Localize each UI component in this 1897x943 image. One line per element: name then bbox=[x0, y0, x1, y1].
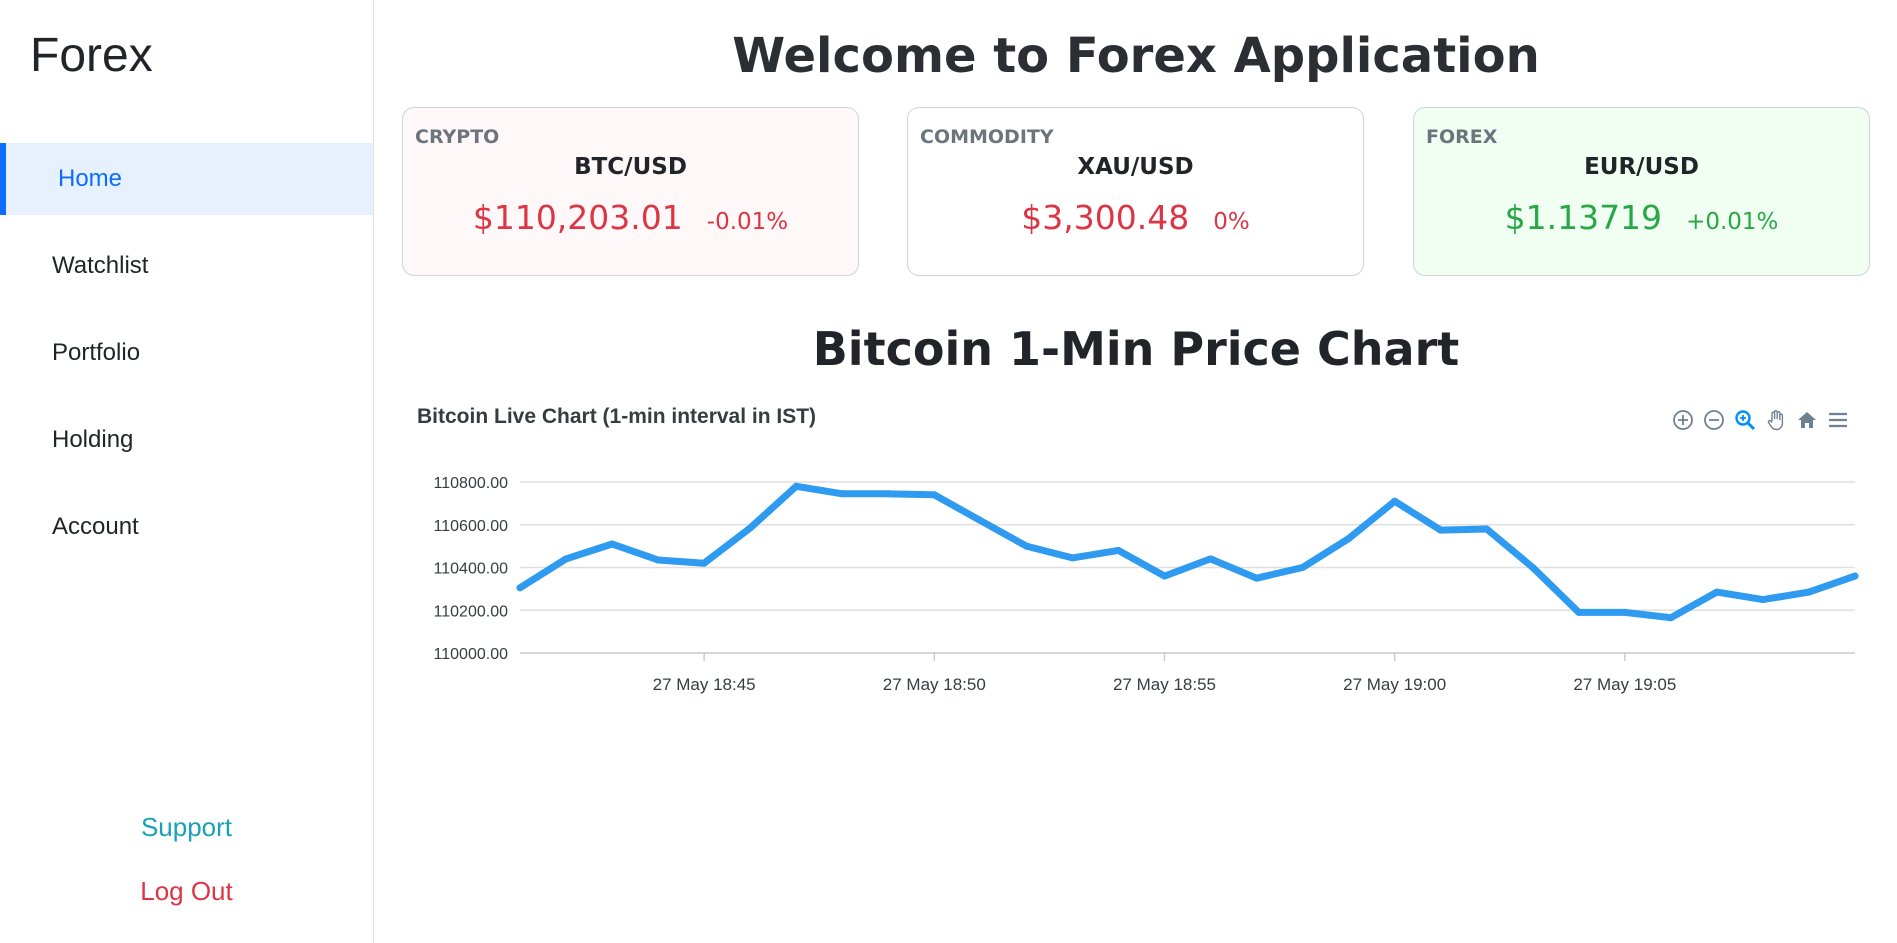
data-point bbox=[1805, 588, 1813, 596]
data-point bbox=[1022, 542, 1030, 550]
price-card-crypto[interactable]: CRYPTO BTC/USD $110,203.01 -0.01% bbox=[402, 107, 859, 276]
card-category: COMMODITY bbox=[920, 126, 1054, 148]
card-category: FOREX bbox=[1426, 126, 1498, 148]
card-change: +0.01% bbox=[1686, 209, 1779, 235]
y-tick-label: 110400.00 bbox=[434, 561, 509, 578]
sidebar-nav: Home Watchlist Portfolio Holding Account bbox=[0, 143, 373, 578]
sidebar-item-account[interactable]: Account bbox=[52, 513, 139, 540]
chart-x-axis: 27 May 18:45 27 May 18:50 27 May 18:55 27 M… bbox=[653, 653, 1676, 694]
card-pair: EUR/USD bbox=[1584, 154, 1699, 180]
bitcoin-line-chart[interactable]: 110800.00 110600.00 110400.00 110200.00 1100… bbox=[375, 440, 1897, 700]
data-point bbox=[1759, 596, 1767, 604]
sidebar-item-portfolio[interactable]: Portfolio bbox=[52, 339, 141, 366]
data-point bbox=[1621, 608, 1629, 616]
data-point bbox=[1437, 526, 1445, 534]
data-point bbox=[608, 540, 616, 548]
x-tick-label: 27 May 18:45 bbox=[653, 675, 756, 694]
data-point bbox=[700, 559, 708, 567]
data-point bbox=[1345, 535, 1353, 543]
card-change: -0.01% bbox=[706, 209, 789, 235]
card-price: $3,300.48 bbox=[1021, 198, 1190, 237]
data-point bbox=[1713, 588, 1721, 596]
card-pair: BTC/USD bbox=[574, 154, 687, 180]
data-point bbox=[562, 555, 570, 563]
x-tick-label: 27 May 18:50 bbox=[883, 675, 986, 694]
card-priceline: $110,203.01 -0.01% bbox=[403, 198, 858, 237]
sidebar-item-holding[interactable]: Holding bbox=[52, 426, 134, 453]
data-point bbox=[884, 490, 892, 498]
data-point bbox=[1253, 574, 1261, 582]
card-change: 0% bbox=[1213, 209, 1250, 235]
data-point bbox=[1529, 564, 1537, 571]
price-card-forex[interactable]: FOREX EUR/USD $1.13719 +0.01% bbox=[1413, 107, 1870, 276]
data-point bbox=[1575, 608, 1583, 616]
y-tick-label: 110600.00 bbox=[434, 518, 509, 535]
data-point bbox=[1483, 525, 1491, 533]
chart-y-axis: 110800.00 110600.00 110400.00 110200.00 1100… bbox=[434, 475, 509, 663]
data-point bbox=[1851, 572, 1859, 580]
data-point bbox=[1068, 554, 1076, 562]
data-point bbox=[976, 516, 984, 524]
data-point bbox=[1114, 546, 1122, 554]
card-priceline: $3,300.48 0% bbox=[908, 198, 1363, 237]
logout-button[interactable]: Log Out bbox=[140, 876, 233, 906]
card-category: CRYPTO bbox=[415, 126, 500, 148]
x-tick-label: 27 May 19:05 bbox=[1573, 675, 1676, 694]
data-point bbox=[1299, 564, 1307, 571]
x-tick-label: 27 May 18:55 bbox=[1113, 675, 1216, 694]
support-link[interactable]: Support bbox=[140, 812, 233, 842]
card-price: $1.13719 bbox=[1504, 198, 1663, 237]
y-tick-label: 110800.00 bbox=[434, 475, 509, 492]
data-point bbox=[746, 524, 754, 532]
reset-home-icon[interactable] bbox=[1793, 406, 1820, 434]
card-pair: XAU/USD bbox=[1077, 154, 1194, 180]
data-point bbox=[1667, 614, 1675, 622]
y-tick-label: 110000.00 bbox=[434, 646, 509, 663]
data-point bbox=[838, 490, 846, 498]
data-point bbox=[930, 491, 938, 499]
page-title: Welcome to Forex Application bbox=[732, 28, 1540, 84]
sidebar-item-watchlist[interactable]: Watchlist bbox=[52, 252, 149, 279]
price-card-commodity[interactable]: COMMODITY XAU/USD $3,300.48 0% bbox=[907, 107, 1364, 276]
chart-toolbar bbox=[1669, 406, 1851, 436]
x-tick-label: 27 May 19:00 bbox=[1343, 675, 1446, 694]
data-point bbox=[1160, 572, 1168, 580]
data-point bbox=[1391, 497, 1399, 505]
sidebar: Forex Home Watchlist Portfolio Holding A… bbox=[0, 0, 374, 943]
price-series-line bbox=[516, 482, 1859, 622]
zoom-in-icon[interactable] bbox=[1669, 406, 1696, 434]
data-point bbox=[792, 482, 800, 490]
brand-logo: Forex bbox=[30, 29, 153, 82]
y-tick-label: 110200.00 bbox=[434, 603, 509, 620]
data-point bbox=[1207, 555, 1215, 563]
data-point bbox=[654, 556, 662, 564]
card-priceline: $1.13719 +0.01% bbox=[1414, 198, 1869, 237]
sidebar-item-home[interactable]: Home bbox=[0, 143, 373, 215]
chart-subtitle: Bitcoin Live Chart (1-min interval in IS… bbox=[417, 405, 817, 428]
selection-zoom-icon[interactable] bbox=[1731, 406, 1758, 434]
menu-icon[interactable] bbox=[1824, 406, 1851, 434]
pan-icon[interactable] bbox=[1762, 406, 1789, 434]
data-point bbox=[516, 584, 524, 592]
main-content: Welcome to Forex Application CRYPTO BTC/… bbox=[375, 0, 1897, 943]
card-price: $110,203.01 bbox=[472, 198, 683, 237]
zoom-out-icon[interactable] bbox=[1700, 406, 1727, 434]
chart-section-title: Bitcoin 1-Min Price Chart bbox=[812, 322, 1460, 376]
chart-points bbox=[516, 482, 1859, 622]
